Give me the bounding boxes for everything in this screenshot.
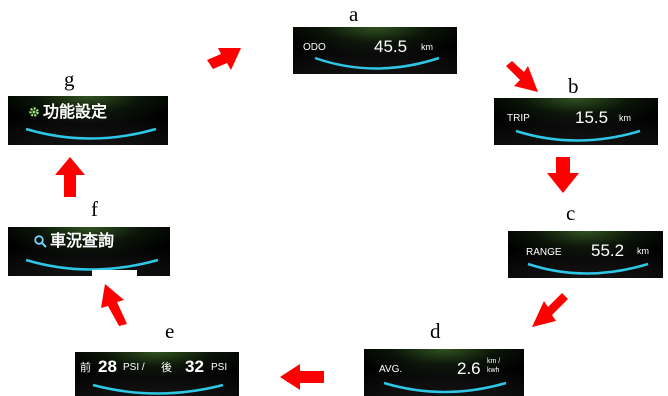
rear-label: 後 xyxy=(161,361,172,374)
range-panel: RANGE 55.2 km xyxy=(508,231,663,278)
trip-label: TRIP xyxy=(507,113,530,124)
settings-panel: 功能設定 xyxy=(8,96,168,145)
label-a: a xyxy=(349,2,359,26)
settings-text: 功能設定 xyxy=(43,102,108,121)
odo-label: ODO xyxy=(303,42,326,53)
arrow-b-to-c xyxy=(547,157,579,193)
vehicle-status-text: 車況查詢 xyxy=(50,231,115,250)
rear-unit: PSI xyxy=(211,362,228,373)
label-d: d xyxy=(430,319,441,343)
label-g: g xyxy=(64,67,75,91)
search-icon xyxy=(34,235,47,252)
range-value: 55.2 xyxy=(591,241,625,260)
trip-unit: km xyxy=(619,113,631,123)
avg-panel: AVG. 2.6 km / kwh xyxy=(364,349,524,396)
label-b: b xyxy=(568,74,579,98)
gauge-arc xyxy=(92,383,224,395)
arrow-c-to-d xyxy=(532,293,568,327)
label-e: e xyxy=(165,319,175,343)
gauge-arc xyxy=(314,56,440,70)
rear-value: 32 xyxy=(185,357,204,376)
front-label: 前 xyxy=(80,361,91,374)
front-value: 28 xyxy=(98,357,117,376)
odo-value: 45.5 xyxy=(374,37,408,56)
trip-panel: TRIP 15.5 km xyxy=(494,98,658,145)
arrow-e-to-f xyxy=(101,284,127,326)
gauge-arc xyxy=(25,258,159,271)
vehicle-status-panel: 車況查詢 xyxy=(8,227,170,276)
arrow-d-to-e xyxy=(280,364,324,390)
avg-unit-bottom: kwh xyxy=(487,367,500,374)
trip-value: 15.5 xyxy=(575,108,609,127)
avg-value: 2.6 xyxy=(457,359,481,378)
tire-pressure-panel: 前 28 PSI / 後 32 PSI xyxy=(75,352,239,396)
avg-unit-top: km / xyxy=(487,358,501,365)
front-unit: PSI / xyxy=(123,362,145,373)
arrow-f-to-g xyxy=(55,157,85,197)
arrow-a-to-b xyxy=(506,61,538,92)
divider xyxy=(92,270,137,276)
avg-label: AVG. xyxy=(379,364,403,375)
label-f: f xyxy=(91,197,98,221)
gauge-arc xyxy=(515,129,641,142)
gear-icon xyxy=(28,106,40,122)
range-label: RANGE xyxy=(526,247,562,258)
arrow-g-to-a xyxy=(207,48,241,70)
odo-unit: km xyxy=(421,42,433,52)
label-c: c xyxy=(566,201,576,225)
gauge-arc xyxy=(25,127,157,140)
gauge-arc xyxy=(527,262,649,275)
range-unit: km xyxy=(637,246,649,256)
gauge-arc xyxy=(383,381,507,394)
odo-panel: ODO 45.5 km xyxy=(293,27,457,74)
